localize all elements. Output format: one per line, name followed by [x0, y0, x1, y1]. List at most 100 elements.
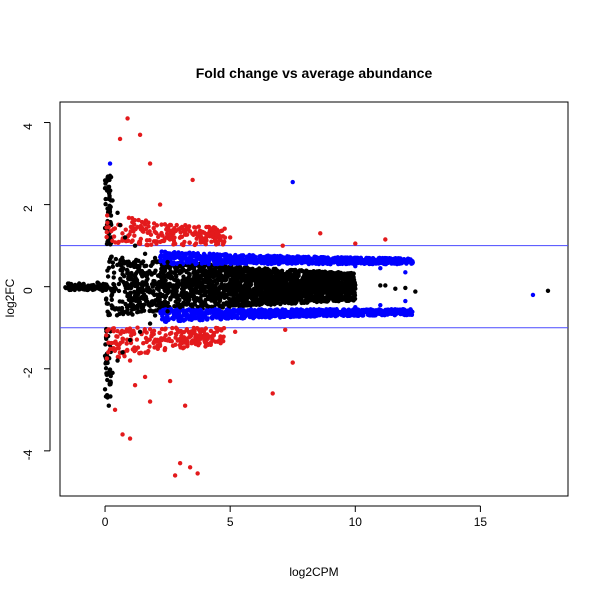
data-point-black	[265, 266, 270, 272]
data-point-0000ff	[321, 256, 326, 261]
data-point-0000ff	[162, 319, 168, 324]
data-point-0000ff	[333, 255, 338, 261]
data-point-e31a1c	[104, 356, 110, 361]
data-point-black	[125, 293, 130, 299]
data-point-0000ff	[176, 308, 181, 314]
data-point-0000ff	[252, 254, 258, 259]
data-point-black	[68, 282, 74, 288]
data-point-0000ff	[206, 259, 212, 264]
data-point-000000	[202, 268, 208, 273]
data-point-e31a1c	[145, 242, 150, 248]
data-point-black	[317, 269, 323, 274]
data-point-black	[237, 273, 242, 278]
data-point-black	[332, 290, 337, 296]
data-point-black	[104, 241, 110, 247]
x-tick-label: 0	[102, 515, 109, 529]
data-point-000000	[142, 251, 148, 257]
data-point-000000	[90, 284, 95, 289]
data-point-e31a1c	[130, 225, 135, 230]
data-point-black	[234, 285, 239, 291]
data-point-black	[154, 286, 160, 291]
data-point-black	[113, 286, 118, 292]
data-point-black	[157, 305, 162, 310]
data-point-black	[126, 263, 131, 268]
data-point-black	[319, 278, 324, 283]
data-point-0000ff	[303, 309, 308, 314]
data-point-black	[122, 289, 128, 294]
data-point-0000ff	[257, 257, 262, 262]
data-point-black	[287, 289, 293, 294]
data-point-black	[186, 267, 192, 272]
data-point-black	[114, 313, 120, 318]
data-point-black	[331, 295, 336, 301]
data-point-e31a1c	[181, 242, 186, 248]
data-point-0000ff	[193, 259, 198, 265]
data-point-000000	[278, 274, 283, 279]
data-point-black	[324, 282, 329, 288]
axes-group: Fold change vs average abundancelog2CPMl…	[3, 65, 487, 579]
data-point-0000ff	[169, 315, 175, 321]
data-point-black	[161, 281, 166, 286]
data-point-0000ff	[244, 254, 249, 259]
data-point-black	[110, 264, 115, 269]
y-tick-label: -2	[21, 367, 35, 378]
data-point-0000ff	[280, 307, 285, 312]
data-point-0000ff	[353, 305, 358, 310]
data-point-black	[254, 287, 259, 293]
data-point-e31a1c	[111, 234, 117, 239]
data-point-e31a1c	[166, 336, 172, 341]
data-point-e31a1c	[118, 331, 123, 336]
data-point-0000ff	[215, 307, 221, 313]
data-point-black	[347, 283, 352, 288]
data-point-black	[133, 271, 139, 276]
data-point-e31a1c	[192, 332, 198, 337]
data-point-0000ff	[382, 255, 388, 261]
data-point-black	[296, 296, 301, 302]
data-point-black	[156, 279, 162, 285]
data-point-0000ff	[275, 307, 280, 312]
data-point-0000ff	[339, 312, 345, 318]
data-point-black	[340, 282, 346, 288]
data-point-000000	[252, 272, 258, 277]
data-point-e31a1c	[167, 331, 173, 337]
data-point-0000ff	[273, 312, 278, 317]
data-point-e31a1c	[138, 350, 144, 356]
data-point-0000ff	[387, 256, 392, 261]
data-point-e31a1c	[105, 328, 110, 333]
data-point-black	[293, 269, 298, 275]
data-point-0000ff	[272, 254, 277, 260]
data-point-black	[167, 271, 172, 276]
data-point-e31a1c	[106, 225, 111, 230]
data-point-e31a1c	[146, 230, 151, 235]
data-point-black	[242, 303, 247, 308]
data-point-black	[259, 289, 264, 294]
data-point-e31a1c	[187, 330, 192, 335]
data-point-e31a1c	[160, 233, 165, 238]
data-point-e31a1c	[109, 228, 114, 234]
data-point-000000	[115, 358, 120, 363]
data-point-black	[174, 274, 179, 279]
data-point-black	[129, 281, 134, 287]
data-point-e31a1c	[172, 241, 178, 246]
data-point-black	[136, 287, 142, 293]
data-point-0000ff	[265, 257, 271, 263]
data-point-black	[163, 286, 168, 291]
data-point-000000	[190, 302, 195, 308]
data-point-000000	[120, 350, 125, 355]
data-point-0000ff	[232, 253, 238, 259]
data-point-black	[105, 301, 110, 306]
data-point-black	[207, 296, 212, 301]
data-point-0000ff	[376, 257, 381, 262]
data-point-0000ff	[182, 317, 188, 322]
data-point-black	[311, 298, 317, 304]
data-point-e31a1c	[199, 229, 204, 234]
data-point-0000ff	[335, 308, 340, 314]
data-point-black	[107, 256, 113, 262]
data-point-e31a1c	[196, 341, 201, 346]
data-point-black	[120, 271, 125, 277]
data-point-e31a1c	[142, 374, 148, 380]
data-point-e31a1c	[162, 327, 168, 332]
data-point-black	[209, 273, 214, 279]
data-point-e31a1c	[208, 328, 214, 334]
data-point-black	[272, 295, 277, 301]
